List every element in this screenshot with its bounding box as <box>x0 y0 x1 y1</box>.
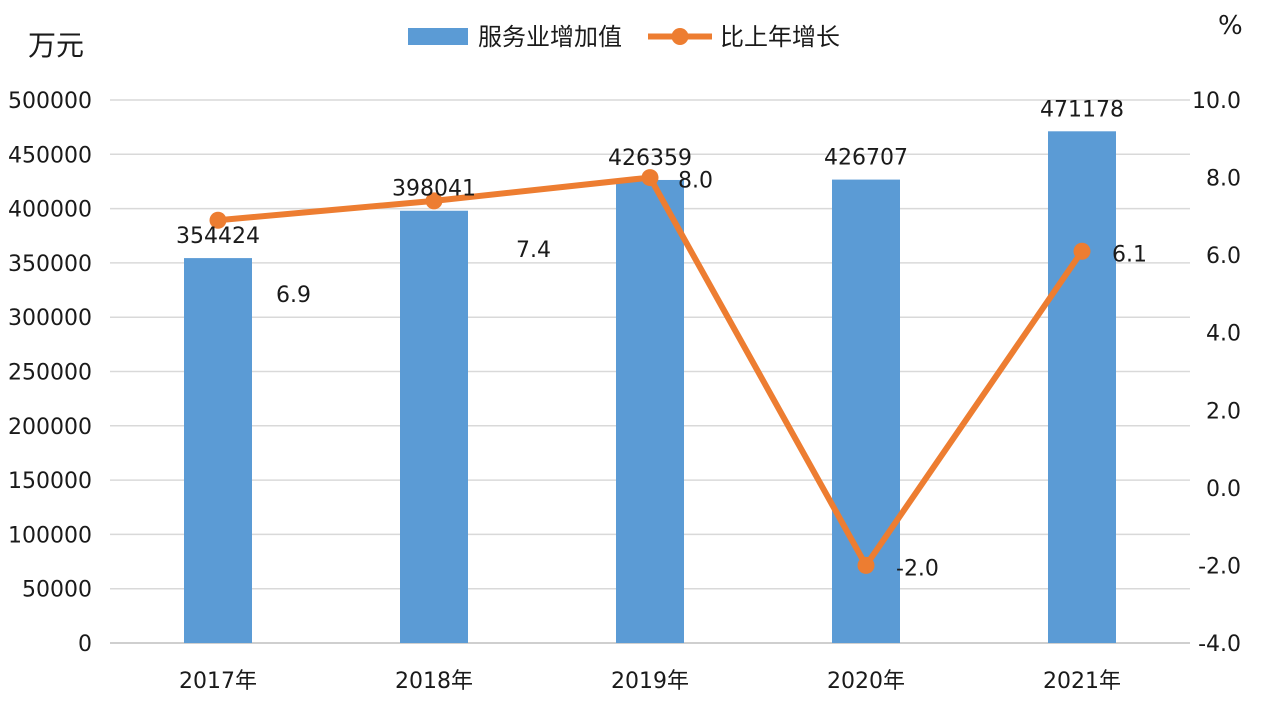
line-series <box>209 169 1091 574</box>
line-point <box>425 192 443 210</box>
bar-data-label: 426359 <box>608 146 692 171</box>
bar <box>616 179 684 643</box>
y-right-unit-label: % <box>1218 11 1243 41</box>
axes: 0 50000 100000 150000 200000 250000 300000 3500… <box>8 11 1243 694</box>
x-tick-label: 2018年 <box>395 669 473 694</box>
y-left-tick-label: 150000 <box>8 469 92 494</box>
line-data-label: 7.4 <box>516 238 551 263</box>
x-tick-label: 2017年 <box>179 669 257 694</box>
y-right-tick-label: 8.0 <box>1206 167 1241 192</box>
data-labels: 354424 398041 426359 426707 471178 6.9 7.4 8.0 -… <box>176 97 1147 581</box>
y-left-tick-label: 0 <box>78 632 92 657</box>
line-data-label: -2.0 <box>896 556 939 581</box>
y-right-tick-label: 4.0 <box>1206 322 1241 347</box>
y-left-tick-label: 100000 <box>8 523 92 548</box>
line-data-label: 6.9 <box>276 283 311 308</box>
bar-data-label: 471178 <box>1040 97 1124 122</box>
y-right-tick-label: 2.0 <box>1206 399 1241 424</box>
y-right-tick-label: 6.0 <box>1206 244 1241 269</box>
legend: 服务业增加值 比上年增长 <box>408 23 840 51</box>
line-point <box>641 169 659 187</box>
line-point <box>1073 242 1091 260</box>
y-left-tick-label: 250000 <box>8 361 92 386</box>
line-data-label: 6.1 <box>1112 242 1147 267</box>
y-right-tick-label: 0.0 <box>1206 477 1241 502</box>
y-left-tick-label: 200000 <box>8 415 92 440</box>
line-point <box>857 556 875 574</box>
y-left-tick-label: 300000 <box>8 306 92 331</box>
x-tick-label: 2020年 <box>827 669 905 694</box>
y-left-tick-label: 500000 <box>8 89 92 114</box>
y-right-tick-label: -4.0 <box>1198 632 1241 657</box>
y-left-tick-label: 450000 <box>8 143 92 168</box>
y-left-tick-label: 50000 <box>22 578 92 603</box>
y-left-tick-label: 350000 <box>8 252 92 277</box>
bar-data-label: 398041 <box>392 177 476 202</box>
legend-label-bar: 服务业增加值 <box>478 23 622 51</box>
x-tick-label: 2019年 <box>611 669 689 694</box>
legend-swatch-marker <box>671 28 689 45</box>
line-point <box>209 211 227 229</box>
y-right-tick-label: -2.0 <box>1198 554 1241 579</box>
bar <box>400 210 468 643</box>
bar <box>184 258 252 643</box>
bar-data-label: 426707 <box>824 146 908 171</box>
bar-data-label: 354424 <box>176 224 260 249</box>
bar <box>1048 131 1116 643</box>
y-left-tick-label: 400000 <box>8 198 92 223</box>
legend-swatch-bar <box>408 28 468 45</box>
y-right-tick-label: 10.0 <box>1192 89 1241 114</box>
legend-label-line: 比上年增长 <box>720 23 840 51</box>
line-data-label: 8.0 <box>678 169 713 194</box>
y-left-unit-label: 万元 <box>28 29 84 62</box>
x-tick-label: 2021年 <box>1043 669 1121 694</box>
